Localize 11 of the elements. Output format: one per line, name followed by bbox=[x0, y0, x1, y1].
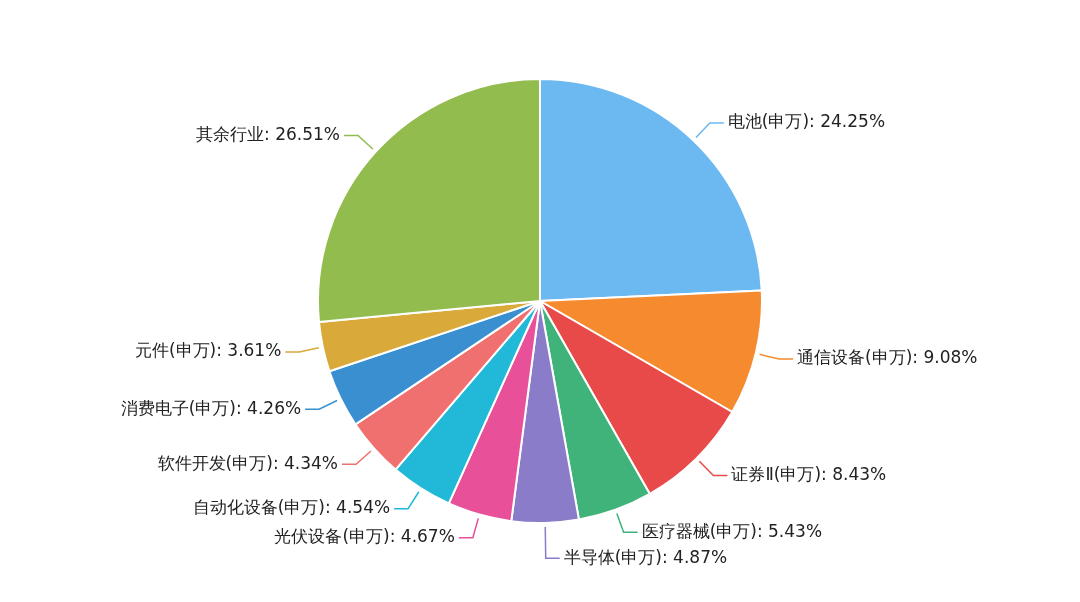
slice-label: 证券Ⅱ(申万): 8.43% bbox=[731, 463, 887, 484]
slice-label: 软件开发(申万): 4.34% bbox=[157, 452, 339, 473]
slice-label: 光伏设备(申万): 4.67% bbox=[274, 526, 455, 547]
slice-label: 消费电子(申万): 4.26% bbox=[120, 397, 302, 418]
slice-label: 医疗器械(申万): 5.43% bbox=[641, 520, 823, 541]
slice-label: 电池(申万): 24.25% bbox=[727, 111, 886, 132]
slice-label: 自动化设备(申万): 4.54% bbox=[192, 497, 391, 518]
slice-label: 元件(申万): 3.61% bbox=[134, 340, 282, 361]
slice-label: 半导体(申万): 4.87% bbox=[563, 546, 728, 567]
slice-label: 通信设备(申万): 9.08% bbox=[797, 347, 978, 368]
slice-label: 其余行业: 26.51% bbox=[196, 123, 340, 144]
